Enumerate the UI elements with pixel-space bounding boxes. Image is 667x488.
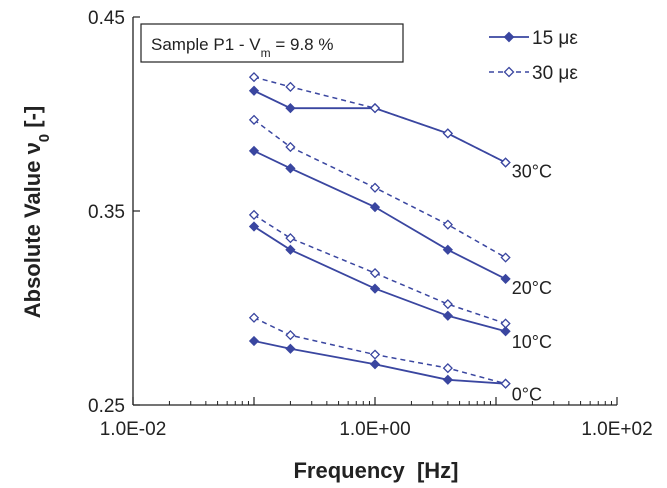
series-10C-30 [248,209,511,329]
data-point-filled [248,145,260,156]
series-30C-15 [248,85,511,168]
tick-marks [132,16,618,406]
data-point-open [285,141,296,153]
data-point-filled [285,343,296,354]
temperature-label: 0°C [512,384,542,404]
series-0C-15 [248,335,511,389]
data-point-filled [442,374,453,385]
data-point-filled [500,326,511,337]
data-point-filled [285,244,296,255]
data-point-open [248,114,260,125]
data-point-filled [248,221,260,232]
sample-box: Sample P1 - Vm = 9.8 % [140,23,404,63]
data-point-open [442,219,453,230]
y-axis-title: Absolute Value ν0 [-] [20,106,53,319]
legend-label-30: 30 με [532,63,578,84]
sample-box-label-suffix: = 9.8 % [271,35,334,54]
data-point-open [369,267,381,279]
series-line [253,89,507,164]
x-tick-label: 1.0E+00 [339,419,410,440]
series-line [253,225,506,333]
temperature-label: 20°C [512,278,552,298]
series-30C-30 [248,72,511,168]
series-10C-15 [248,221,511,337]
sample-box-label: Sample P1 - Vm = 9.8 % [151,35,333,60]
data-point-filled [369,283,381,294]
legend-label-15: 15 με [532,28,578,49]
tick-labels: 0.25 0.35 0.45 1.0E-02 1.0E+00 1.0E+02 [88,8,653,440]
temperature-label: 30°C [512,161,552,181]
data-point-filled [285,163,296,174]
temperature-label: 10°C [512,332,552,352]
series-0C-30 [248,312,511,389]
y-axis-title-sub: 0 [36,134,53,142]
data-point-filled [500,273,511,285]
data-point-open [248,209,260,220]
x-tick-label: 1.0E-02 [100,419,167,440]
series-20C-30 [248,114,511,263]
y-tick-label: 0.35 [88,202,125,223]
data-point-filled [369,359,381,370]
data-point-filled [248,335,260,347]
legend: 15 με 30 με [489,28,578,84]
data-point-filled [248,85,260,96]
data-point-open [500,318,511,329]
annotations: 30°C 20°C 10°C 0°C [512,161,552,404]
data-point-open [500,252,511,263]
data-point-open [369,103,381,114]
sample-box-label-main: Sample P1 - V [151,35,261,54]
data-point-open [248,312,260,323]
data-point-filled [442,310,453,321]
data-point-filled [369,202,381,213]
y-tick-label: 0.25 [88,396,125,417]
data-point-open [369,182,381,193]
x-tick-label: 1.0E+02 [581,419,652,440]
data-point-open [285,330,296,341]
data-point-filled [442,244,453,255]
legend-marker-15 [503,31,515,43]
data-point-open [442,299,453,310]
y-axis-title-suffix: [-] [20,106,45,134]
series-line [253,214,506,325]
data-point-open [442,128,453,139]
data-point-open [500,378,511,389]
series-20C-15 [248,145,511,285]
data-point-filled [285,103,296,114]
x-axis-title: Frequency [Hz] [293,458,458,483]
sample-box-label-sub: m [261,46,271,60]
legend-marker-30 [503,66,515,78]
data-point-open [500,157,511,168]
data-point-open [442,363,453,374]
data-point-open [369,349,381,360]
y-tick-label: 0.45 [88,8,125,29]
data-point-open [248,72,260,83]
data-point-open [285,81,296,92]
sample-box-frame [140,23,404,63]
data-point-open [285,233,296,244]
y-axis-title-main: Absolute Value ν [20,142,45,318]
series-layer [248,72,511,389]
